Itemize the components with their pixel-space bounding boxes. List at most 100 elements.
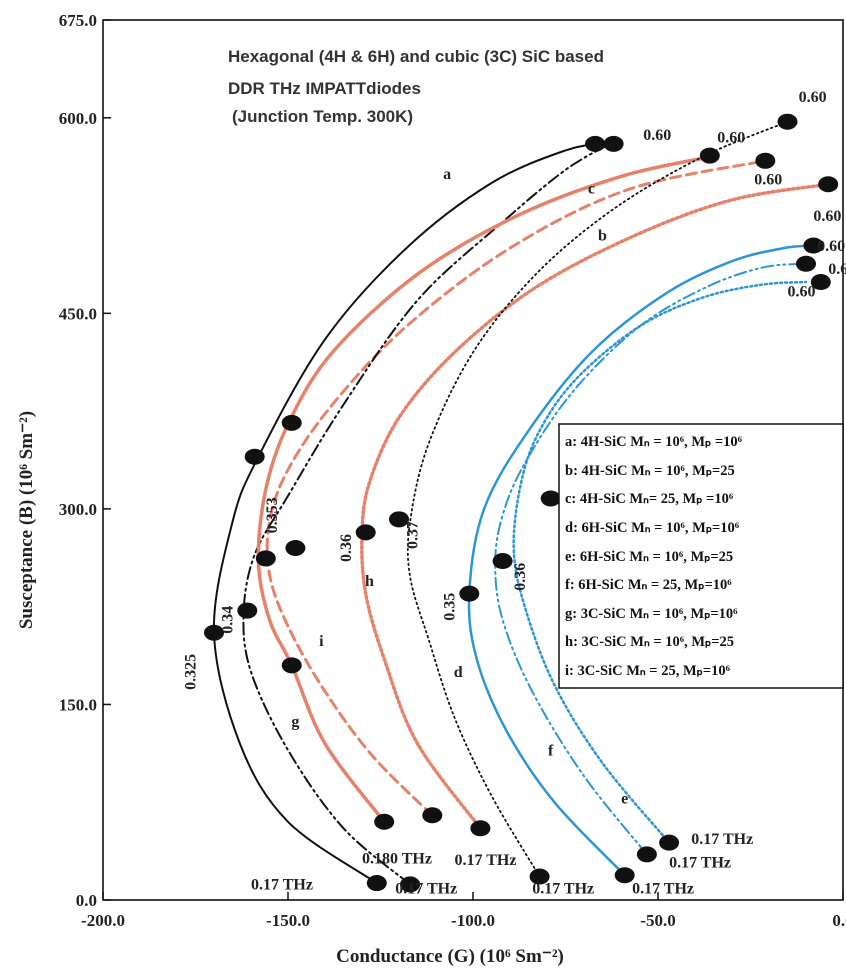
- data-point-marker: [818, 176, 839, 193]
- frequency-label: 0.60: [643, 127, 671, 144]
- frequency-label: 0.36: [338, 534, 355, 562]
- data-point-marker: [810, 274, 831, 291]
- y-tick-label: 300.0: [59, 500, 97, 519]
- data-point-marker: [803, 237, 824, 254]
- y-tick-label: 450.0: [59, 304, 97, 323]
- frequency-label: 0.17 THz: [251, 877, 313, 894]
- data-point-marker: [355, 524, 376, 541]
- frequency-label: 0.17 THz: [669, 854, 731, 871]
- legend-item-h: h: 3C-SiC Mₙ = 10⁶, Mₚ=25: [565, 634, 734, 650]
- series-line-e: [512, 280, 808, 844]
- series-line-c: [242, 142, 611, 886]
- chart-subtitle: DDR THz IMPATTdiodes: [228, 79, 421, 98]
- series-line-d: [467, 244, 815, 877]
- data-point-marker: [281, 414, 302, 431]
- frequency-label: 0.34: [220, 606, 237, 634]
- frequency-label: 0.353: [264, 497, 281, 533]
- data-point-marker: [366, 875, 387, 892]
- data-point-marker: [459, 585, 480, 602]
- frequency-label: 0.17 THz: [395, 880, 457, 897]
- legend: a: 4H-SiC Mₙ = 10⁶, Mₚ =10⁶ b: 4H-SiC Mₙ…: [558, 423, 844, 689]
- data-point-marker: [204, 624, 224, 641]
- data-point-marker: [659, 834, 680, 851]
- frequency-label: 0.60: [788, 283, 816, 300]
- frequency-label: 0.325: [183, 654, 200, 690]
- frequency-label: 0.180 THz: [362, 850, 432, 867]
- x-axis-title: Conductance (G) (10⁶ Sm⁻²): [336, 946, 564, 967]
- x-tick-label: -200.0: [81, 911, 125, 930]
- frequency-label: 0.37: [405, 521, 422, 549]
- data-point-marker: [603, 135, 624, 152]
- frequency-label: 0.60: [817, 238, 845, 255]
- legend-item-f: f: 6H-SiC Mₙ = 25, Mₚ=10⁶: [565, 577, 732, 593]
- data-point-marker: [285, 540, 306, 556]
- legend-item-a: a: 4H-SiC Mₙ = 10⁶, Mₚ =10⁶: [565, 434, 743, 450]
- legend-item-g: g: 3C-SiC Mₙ = 10⁶, Mₚ=10⁶: [565, 606, 738, 622]
- y-tick-label: 600.0: [59, 109, 97, 128]
- data-point-marker: [237, 602, 258, 619]
- data-point-marker: [389, 511, 409, 528]
- y-tick-label: 150.0: [59, 695, 97, 714]
- data-point-marker: [755, 152, 776, 169]
- frequency-label: 0.17 THz: [455, 852, 517, 869]
- curve-label: a: [443, 166, 451, 183]
- axes-layer: -200.0 -150.0 -100.0 -50.0 0.0 0.0 150.0 300.0 4…: [59, 11, 846, 930]
- x-tick-label: -50.0: [640, 911, 675, 930]
- series-line-f: [494, 262, 804, 856]
- chart-title: Hexagonal (4H & 6H) and cubic (3C) SiC b…: [228, 47, 604, 66]
- frequency-label: 0.60: [813, 208, 841, 225]
- data-point-marker: [470, 820, 491, 837]
- y-axis-title: Susceptance (B) (10⁶ Sm⁻²): [16, 411, 37, 629]
- curve-label: h: [365, 573, 374, 590]
- frequency-label: 0.60: [717, 130, 745, 147]
- data-point-marker: [255, 550, 276, 567]
- curve-label: d: [454, 664, 463, 681]
- series-line-b: [265, 159, 767, 817]
- frequency-label: 0.60: [828, 261, 846, 278]
- label-layer: a c b i g h d f e 0.60 0.60 0.60 0.60 0.60 0.60 0.60 0.6…: [183, 89, 846, 897]
- series-line-h: [360, 182, 830, 831]
- legend-item-c: c: 4H-SiC Mₙ= 25, Mₚ =10⁶: [565, 491, 734, 507]
- data-point-marker: [281, 657, 302, 674]
- marker-layer: [204, 113, 839, 893]
- data-point-marker: [796, 255, 816, 272]
- y-tick-label: 0.0: [76, 891, 97, 910]
- series-line-i: [406, 120, 789, 878]
- curve-label: f: [548, 742, 554, 759]
- y-tick-label: 675.0: [59, 11, 97, 30]
- data-point-marker: [400, 876, 421, 893]
- data-point-marker: [374, 813, 395, 830]
- frequency-label: 0.36: [512, 563, 529, 591]
- x-tick-label: -100.0: [451, 911, 495, 930]
- data-point-marker: [585, 135, 606, 152]
- legend-item-b: b: 4H-SiC Mₙ = 10⁶, Mₚ=25: [565, 463, 735, 479]
- data-point-marker: [492, 553, 513, 570]
- data-point-marker: [422, 807, 443, 824]
- legend-box: [558, 423, 844, 689]
- frequency-label: 0.17 THz: [532, 880, 594, 897]
- frequency-label: 0.60: [754, 171, 782, 188]
- legend-item-e: e: 6H-SiC Mₙ = 10⁶, Mₚ=25: [565, 549, 733, 565]
- curve-label: c: [588, 180, 595, 197]
- data-point-marker: [699, 147, 720, 164]
- frequency-label: 0.17 THz: [632, 880, 694, 897]
- curve-label: i: [319, 633, 324, 650]
- data-point-marker: [529, 868, 550, 885]
- curve-label: g: [291, 714, 299, 731]
- curve-label: e: [621, 791, 628, 808]
- curve-label: b: [598, 227, 607, 244]
- legend-item-i: i: 3C-SiC Mₙ = 25, Mₚ=10⁶: [565, 663, 731, 679]
- data-point-marker: [636, 846, 657, 863]
- data-point-marker: [244, 448, 265, 465]
- data-point-marker: [614, 867, 635, 884]
- legend-item-d: d: 6H-SiC Mₙ = 10⁶, Mₚ=10⁶: [565, 520, 740, 536]
- data-point-marker: [540, 490, 561, 507]
- frequency-label: 0.35: [442, 593, 459, 621]
- frequency-label: 0.17 THz: [691, 831, 753, 848]
- series-layer: [212, 120, 830, 886]
- data-point-marker: [777, 113, 798, 130]
- chart-subtitle-temp: (Junction Temp. 300K): [232, 107, 413, 126]
- x-tick-label: -150.0: [266, 911, 310, 930]
- x-tick-label: 0.0: [832, 911, 846, 930]
